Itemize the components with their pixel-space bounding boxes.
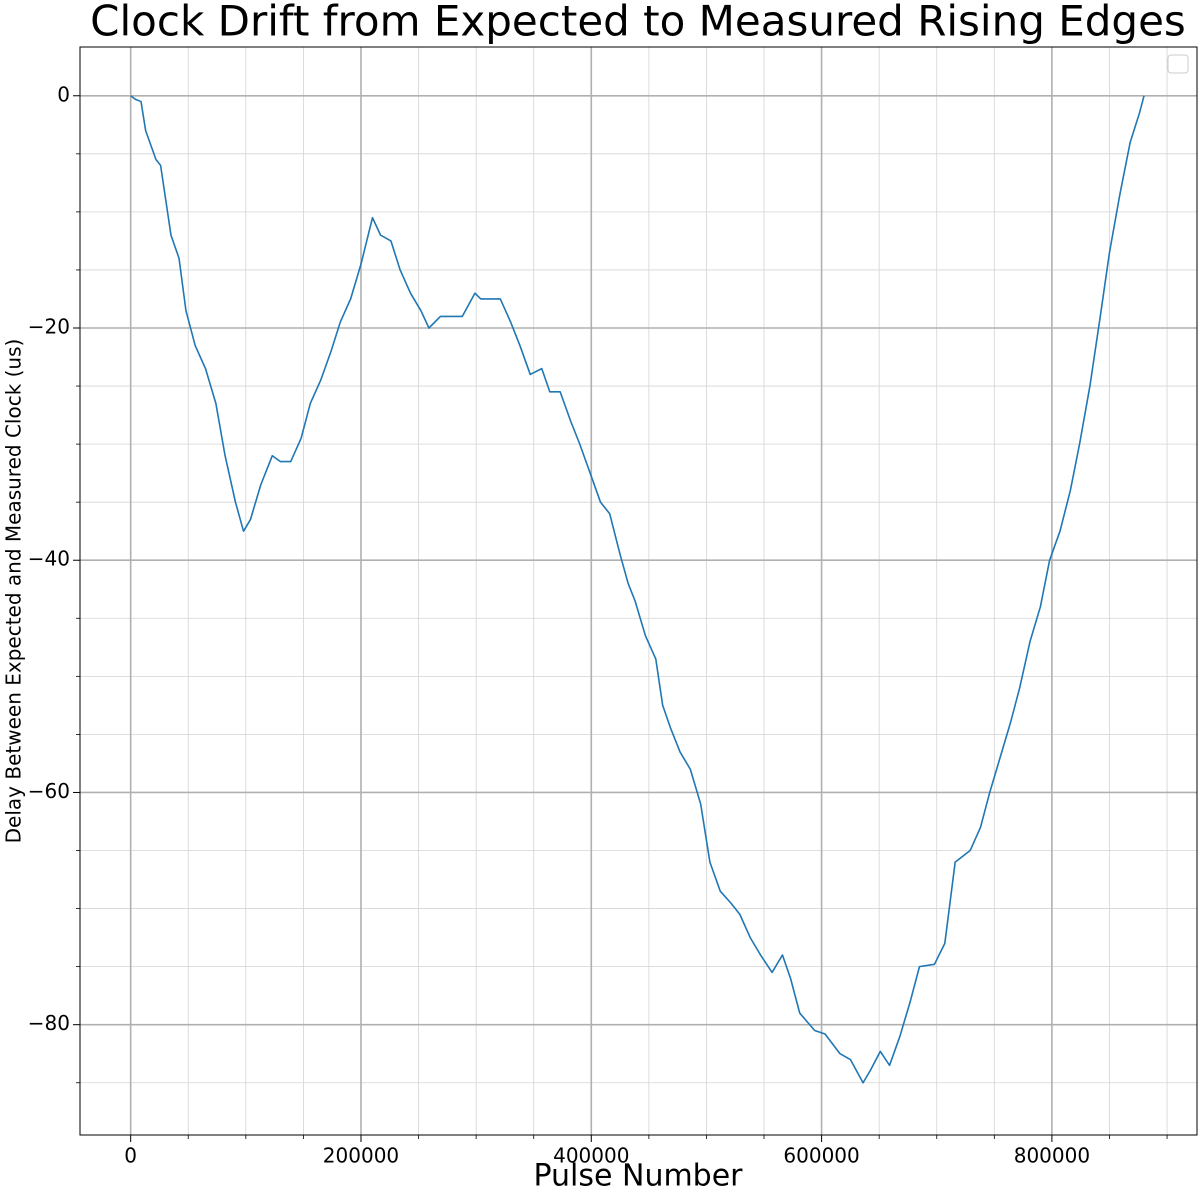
- y-tick-label: −80: [28, 1011, 70, 1035]
- x-tick-label: 600000: [783, 1144, 859, 1168]
- x-axis-label: Pulse Number: [533, 1159, 743, 1194]
- x-tick-label: 0: [124, 1144, 137, 1168]
- chart-title: Clock Drift from Expected to Measured Ri…: [90, 0, 1186, 46]
- y-tick-label: −40: [28, 547, 70, 571]
- grid: [73, 47, 1197, 1142]
- x-tick-label: 800000: [1014, 1144, 1090, 1168]
- legend: [1167, 54, 1189, 74]
- y-tick-label: −60: [28, 779, 70, 803]
- data-line: [130, 95, 1145, 1084]
- x-tick-label: 200000: [323, 1144, 399, 1168]
- y-tick-label: 0: [57, 82, 70, 106]
- x-tick-label: 400000: [553, 1144, 629, 1168]
- plot-area: [130, 95, 1145, 1084]
- y-tick-label: −20: [28, 314, 70, 338]
- y-axis-label: Delay Between Expected and Measured Cloc…: [2, 339, 26, 844]
- axes-frame: [79, 46, 1198, 1136]
